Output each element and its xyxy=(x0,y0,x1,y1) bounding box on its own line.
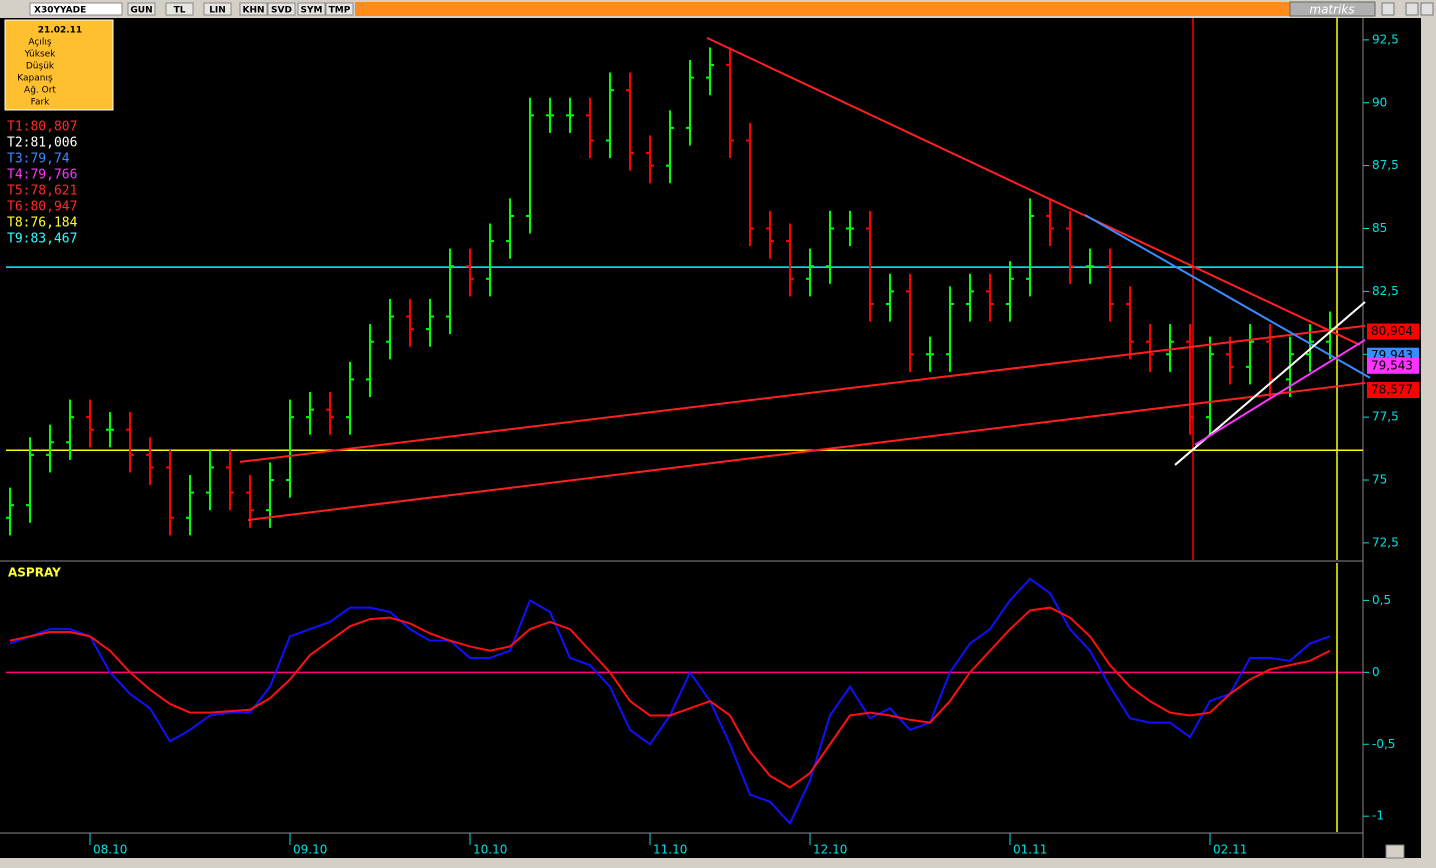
trend-level: T2:81,006 xyxy=(7,136,77,151)
toolbar-button-label: TL xyxy=(174,6,186,16)
y-tick-label: 92,5 xyxy=(1372,32,1399,46)
toolbar-button-label: SYM xyxy=(301,6,323,16)
y-tick-label: 0,5 xyxy=(1372,593,1391,607)
brand-box xyxy=(1289,1,1376,17)
trend-level: T6:80,947 xyxy=(7,200,77,215)
x-tick-label: 12.10 xyxy=(813,843,847,857)
info-row: Fark xyxy=(31,98,51,108)
y-tick-label: 82,5 xyxy=(1372,284,1399,298)
x-tick-label: 08.10 xyxy=(93,843,127,857)
y-tick-label: 75 xyxy=(1372,473,1387,487)
toolbar-button-label: TMP xyxy=(329,6,351,16)
trend-level: T1:80,807 xyxy=(7,120,77,135)
price-tag-label: 78,577 xyxy=(1371,383,1413,397)
x-tick-label: 10.10 xyxy=(473,843,507,857)
plot xyxy=(6,18,1371,832)
y-tick-label: 72,5 xyxy=(1372,535,1399,549)
toolbar-button[interactable] xyxy=(203,2,232,16)
trend-line xyxy=(1084,214,1371,379)
info-row: Yüksek xyxy=(24,50,57,60)
info-row: Düşük xyxy=(26,62,55,72)
minimize[interactable] xyxy=(1405,2,1419,16)
x-tick-label: 02.11 xyxy=(1213,843,1247,857)
price-tag-label: 79,543 xyxy=(1371,358,1413,372)
toolbar-button-label: KHN xyxy=(242,6,264,16)
price-tag xyxy=(1367,382,1419,399)
trend-line xyxy=(239,324,1366,463)
x-tick-label: 09.10 xyxy=(293,843,327,857)
toolbar-button-label: SVD xyxy=(271,6,292,16)
y-tick-label: -1 xyxy=(1372,809,1384,823)
indicator-title: ASPRAY xyxy=(8,566,61,580)
axis-area xyxy=(1363,18,1421,858)
toolbar-button[interactable] xyxy=(267,2,296,16)
info-row: Kapanış xyxy=(17,74,53,84)
trend-level: T5:78,621 xyxy=(7,184,77,199)
toolbar-button-label: LIN xyxy=(209,6,226,16)
y-tick-label: 90 xyxy=(1372,95,1387,109)
x-tick-label: 01.11 xyxy=(1013,843,1047,857)
toolbar-button[interactable] xyxy=(325,2,354,16)
trend-level: T4:79,766 xyxy=(7,168,77,183)
brand: matriks xyxy=(1309,3,1354,17)
y-tick-label: 77,5 xyxy=(1372,410,1399,424)
y-tick-label: -0,5 xyxy=(1372,737,1395,751)
info-date: 21.02.11 xyxy=(38,26,82,36)
price-tag xyxy=(1367,357,1419,374)
toolbar-button-label: GUN xyxy=(130,6,152,16)
title-bar xyxy=(355,2,1290,16)
y-tick-label: 87,5 xyxy=(1372,158,1399,172)
x-tick-label: 11.10 xyxy=(653,843,687,857)
toolbar-button[interactable] xyxy=(297,2,326,16)
symbol: X30YYADE xyxy=(34,6,86,16)
info-row: Ağ. Ort xyxy=(24,86,56,96)
trend-level: T3:79,74 xyxy=(7,152,70,167)
price-tag-label: 80,904 xyxy=(1371,324,1413,338)
trend-line xyxy=(706,36,1361,346)
indicator-line xyxy=(9,606,1331,789)
trend-line xyxy=(1194,339,1366,446)
trend-level: T9:83,467 xyxy=(7,232,77,247)
toolbar-button[interactable] xyxy=(239,2,268,16)
y-tick-label: 0 xyxy=(1372,665,1380,679)
info-row: Açılış xyxy=(28,38,51,48)
price-tag xyxy=(1367,323,1419,340)
toolbar-button[interactable] xyxy=(127,2,156,16)
dropdown[interactable] xyxy=(1381,2,1395,16)
toolbar-button[interactable] xyxy=(165,2,194,16)
trend-level: T8:76,184 xyxy=(7,216,78,231)
trend-line xyxy=(247,381,1366,522)
zoom-btn[interactable] xyxy=(1385,844,1405,859)
info-box xyxy=(4,19,114,111)
scrollbar-h[interactable] xyxy=(0,858,1436,868)
close[interactable] xyxy=(1420,2,1434,16)
symbol-box[interactable] xyxy=(29,2,123,16)
y-tick-label: 85 xyxy=(1372,221,1387,235)
scrollbar-v[interactable] xyxy=(1421,18,1436,858)
